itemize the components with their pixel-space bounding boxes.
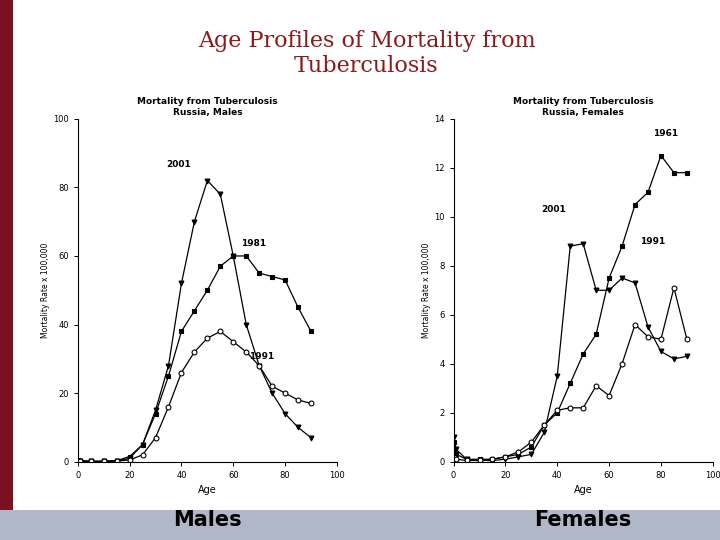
Title: Mortality from Tuberculosis
Russia, Females: Mortality from Tuberculosis Russia, Fema…	[513, 97, 654, 117]
Text: 2001: 2001	[541, 205, 567, 214]
X-axis label: Age: Age	[198, 485, 217, 495]
Y-axis label: Mortality Rate x 100,000: Mortality Rate x 100,000	[41, 242, 50, 338]
Text: 1981: 1981	[241, 239, 266, 248]
Text: 1991: 1991	[640, 237, 665, 246]
Text: Females: Females	[534, 510, 632, 530]
Text: Males: Males	[173, 510, 242, 530]
Text: Age Profiles of Mortality from
Tuberculosis: Age Profiles of Mortality from Tuberculo…	[198, 30, 535, 77]
Y-axis label: Mortality Rate x 100,000: Mortality Rate x 100,000	[423, 242, 431, 338]
Text: 2001: 2001	[166, 160, 191, 169]
Text: 1961: 1961	[653, 129, 678, 138]
X-axis label: Age: Age	[574, 485, 593, 495]
Title: Mortality from Tuberculosis
Russia, Males: Mortality from Tuberculosis Russia, Male…	[137, 97, 278, 117]
Text: 1991: 1991	[249, 352, 274, 361]
